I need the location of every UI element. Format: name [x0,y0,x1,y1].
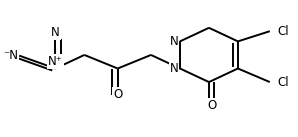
Text: N: N [170,35,179,48]
Text: N: N [170,62,179,75]
Text: N: N [51,26,60,39]
Text: ⁻N: ⁻N [3,49,18,62]
Text: Cl: Cl [277,76,289,89]
Text: Cl: Cl [277,25,289,38]
Text: N⁺: N⁺ [48,55,63,68]
Text: O: O [113,89,122,101]
Text: O: O [207,99,216,112]
